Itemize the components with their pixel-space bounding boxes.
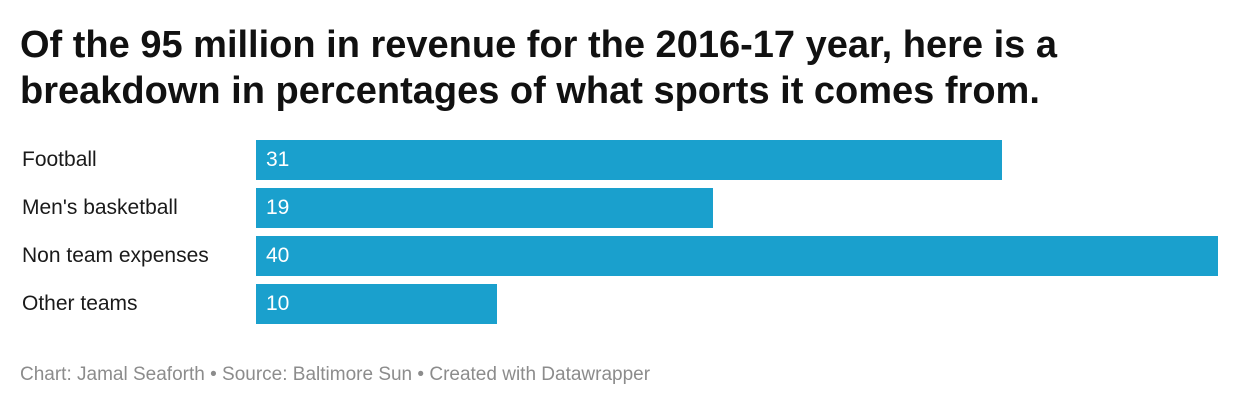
footer-credit: Created with Datawrapper (429, 364, 651, 385)
bar (256, 284, 497, 324)
category-label: Men's basketball (22, 196, 178, 219)
bar-value-label: 19 (266, 196, 290, 219)
category-label: Non team expenses (22, 244, 209, 267)
bar-value-label: 10 (266, 292, 290, 315)
footer-separator: • (412, 364, 430, 385)
bar (256, 188, 713, 228)
category-label: Other teams (22, 292, 138, 315)
chart-footer: Chart: Jamal Seaforth • Source: Baltimor… (20, 364, 650, 386)
footer-source: Source: Baltimore Sun (222, 364, 413, 385)
bar (256, 140, 1002, 180)
chart-title: Of the 95 million in revenue for the 201… (20, 24, 1057, 112)
category-label: Football (22, 148, 97, 171)
bar (256, 236, 1218, 276)
footer-author: Chart: Jamal Seaforth (20, 364, 205, 385)
bar-value-label: 31 (266, 148, 290, 171)
bar-value-label: 40 (266, 244, 290, 267)
footer-separator: • (204, 364, 223, 385)
